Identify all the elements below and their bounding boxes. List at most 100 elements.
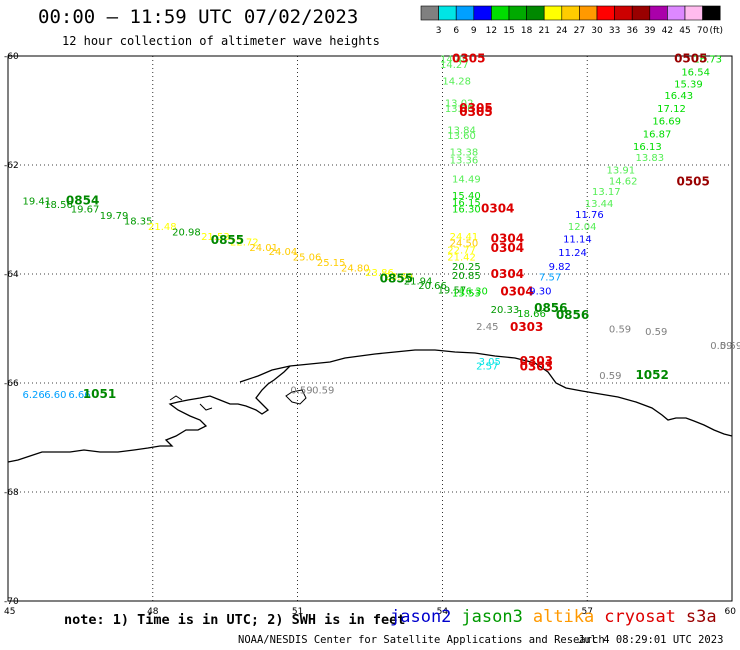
wave-height-label[interactable]: 2.57 <box>476 362 498 373</box>
wave-height-label[interactable]: 16.15 <box>452 198 481 209</box>
wave-height-label[interactable]: 12.04 <box>568 222 597 233</box>
wave-height-label[interactable]: 13.36 <box>450 156 479 167</box>
wave-height-label[interactable]: 15.40 <box>452 191 481 202</box>
wave-height-label[interactable]: 21.53 <box>201 232 230 243</box>
wave-height-label[interactable]: 19.67 <box>71 205 100 216</box>
wave-height-label[interactable]: 13.83 <box>635 153 664 164</box>
pass-time-label[interactable]: 1051 <box>83 387 116 401</box>
wave-height-label[interactable]: 9.30 <box>529 286 551 297</box>
wave-height-label[interactable]: 14.62 <box>609 176 638 187</box>
pass-time-label[interactable]: 1052 <box>635 368 668 382</box>
satellite-jason2: jason2 <box>390 607 452 627</box>
wave-height-label[interactable]: 13.60 <box>447 131 476 142</box>
wave-height-label[interactable]: 14.44 <box>440 55 469 66</box>
wave-height-label[interactable]: 0.59 <box>609 325 631 336</box>
wave-height-label[interactable]: 18.56 <box>44 200 73 211</box>
wave-height-label[interactable]: 16.30 <box>452 205 481 216</box>
pass-time-label[interactable]: 0856 <box>534 301 567 315</box>
wave-height-label[interactable]: 6.66 <box>68 390 90 401</box>
wave-height-label[interactable]: 13.44 <box>585 199 614 210</box>
pass-time-label[interactable]: 0856 <box>556 308 589 322</box>
pass-time-label[interactable]: 0304 <box>491 267 524 281</box>
pass-time-label[interactable]: 0305 <box>459 105 492 119</box>
wave-height-label[interactable]: 16.69 <box>652 116 681 127</box>
wave-height-label[interactable]: 0.59 <box>312 386 334 397</box>
wave-height-label[interactable]: 20.98 <box>172 227 201 238</box>
wave-height-label[interactable]: 14.27 <box>440 60 469 71</box>
wave-height-label[interactable]: 3.05 <box>479 357 501 368</box>
wave-height-label[interactable]: 13.86 <box>445 104 474 115</box>
pass-time-label[interactable]: 0855 <box>380 271 413 285</box>
wave-height-label[interactable]: 16.73 <box>693 55 722 66</box>
wave-height-label[interactable]: 9.82 <box>549 262 571 273</box>
wave-height-label[interactable]: 15.53 <box>452 289 481 300</box>
wave-height-label[interactable]: 0.59 <box>645 327 667 338</box>
wave-height-label[interactable]: 18.66 <box>517 309 546 320</box>
wave-height-label[interactable]: 0.59 <box>599 371 621 382</box>
wave-height-label[interactable]: 22.77 <box>447 245 476 256</box>
pass-time-label[interactable]: 0303 <box>520 360 553 374</box>
wave-height-label[interactable]: 13.38 <box>450 147 479 158</box>
wave-height-label[interactable]: 16.87 <box>643 129 672 140</box>
wave-height-label[interactable]: 0.59 <box>290 386 312 397</box>
page-subtitle: 12 hour collection of altimeter wave hei… <box>62 34 380 48</box>
wave-height-label[interactable]: 16.13 <box>633 142 662 153</box>
wave-height-label[interactable]: 16.43 <box>664 91 693 102</box>
wave-height-label[interactable]: 2.45 <box>476 322 498 333</box>
pass-time-label[interactable]: 0855 <box>211 233 244 247</box>
wave-height-label[interactable]: 13.84 <box>447 126 476 137</box>
wave-height-label[interactable]: 13.91 <box>607 165 636 176</box>
pass-time-label[interactable]: 0303 <box>520 354 553 368</box>
wave-height-label[interactable]: 11.24 <box>558 248 587 259</box>
wave-height-label[interactable]: 24.50 <box>450 238 479 249</box>
wave-height-label[interactable]: 19.41 <box>22 196 51 207</box>
wave-height-label[interactable]: 6.26 <box>22 390 44 401</box>
wave-height-label[interactable]: 24.04 <box>269 247 298 258</box>
wave-height-label[interactable]: 19.57 <box>438 285 467 296</box>
wave-height-label[interactable]: 14.49 <box>452 175 481 186</box>
wave-height-label[interactable]: 24.01 <box>249 243 278 254</box>
wave-height-label[interactable]: 0.59 <box>720 341 740 352</box>
wave-height-label[interactable]: 19.79 <box>100 211 129 222</box>
wave-height-label[interactable]: 17.12 <box>657 104 686 115</box>
wave-height-label[interactable]: 24.41 <box>450 232 479 243</box>
wave-height-label[interactable]: 21.48 <box>148 222 177 233</box>
pass-time-label[interactable]: 0304 <box>500 284 533 298</box>
wave-height-label[interactable]: 11.76 <box>575 210 604 221</box>
wave-height-label[interactable]: 20.66 <box>418 281 447 292</box>
wave-height-label[interactable]: 23.69 <box>384 272 413 283</box>
wave-height-label[interactable]: 18.35 <box>124 217 153 228</box>
wave-height-label[interactable]: 20.25 <box>452 262 481 273</box>
pass-time-label[interactable]: 0305 <box>452 52 485 66</box>
wave-height-label[interactable]: 11.14 <box>563 235 592 246</box>
pass-time-label[interactable]: 0304 <box>481 202 514 216</box>
wave-height-label[interactable]: 22.72 <box>230 237 259 248</box>
wave-height-label[interactable]: 21.94 <box>404 277 433 288</box>
pass-time-label[interactable]: 0505 <box>676 174 709 188</box>
wave-height-label[interactable]: 14.28 <box>442 77 471 88</box>
wave-height-label[interactable]: 24.80 <box>341 263 370 274</box>
wave-height-label[interactable]: 20.33 <box>491 305 520 316</box>
wave-height-label[interactable]: 6.60 <box>44 390 66 401</box>
wave-height-label[interactable]: 21.42 <box>447 253 476 264</box>
pass-time-label[interactable]: 0854 <box>66 193 99 207</box>
pass-time-label[interactable]: 0303 <box>510 320 543 334</box>
pass-time-label[interactable]: 0305 <box>459 101 492 115</box>
wave-height-label[interactable]: 25.06 <box>293 253 322 264</box>
wave-height-label[interactable]: 16.30 <box>459 286 488 297</box>
wave-height-label[interactable]: 16.54 <box>681 67 710 78</box>
wave-height-label[interactable]: 23.86 <box>365 268 394 279</box>
wave-height-label[interactable]: 7.57 <box>539 273 561 284</box>
wave-height-label[interactable]: 25.15 <box>317 258 346 269</box>
wave-height-label[interactable]: 13.02 <box>445 98 474 109</box>
wave-height-label[interactable]: 15.39 <box>674 79 703 90</box>
wave-height-label[interactable]: 20.85 <box>452 271 481 282</box>
pass-time-label[interactable]: 0304 <box>491 232 524 246</box>
pass-time-label[interactable]: 0505 <box>674 52 707 66</box>
longitude-label: 45 <box>4 607 15 617</box>
pass-time-label[interactable]: 0304 <box>491 241 524 255</box>
wave-height-label[interactable]: 13.17 <box>592 187 621 198</box>
wave-height-label[interactable]: 0.59 <box>710 341 732 352</box>
